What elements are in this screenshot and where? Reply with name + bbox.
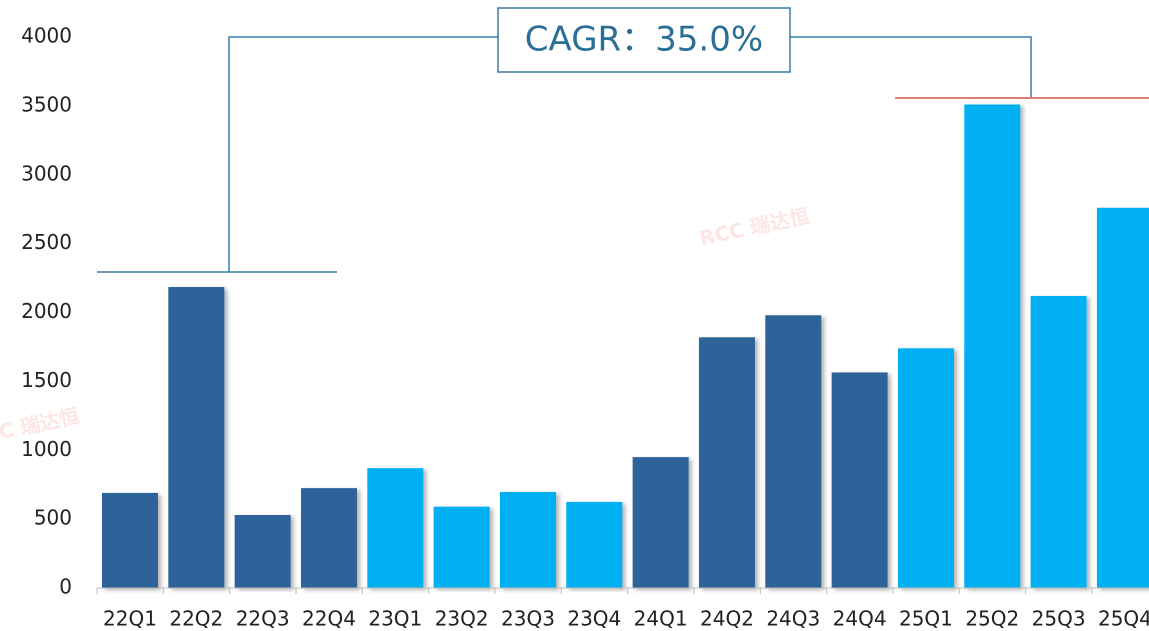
x-tick-label: 22Q1	[103, 607, 157, 631]
bracket-left-link	[228, 36, 498, 272]
bar	[300, 488, 357, 588]
bar	[1096, 207, 1149, 588]
bar	[102, 492, 158, 588]
x-tick-label: 22Q2	[169, 607, 223, 631]
y-tick-label: 1500	[21, 368, 72, 392]
bar	[499, 491, 556, 588]
x-tick-label: 25Q2	[965, 607, 1019, 631]
bar	[831, 372, 888, 588]
y-tick-label: 500	[34, 506, 72, 530]
y-tick-label: 2000	[21, 299, 72, 323]
bar	[632, 457, 689, 588]
x-tick-label: 24Q3	[766, 607, 820, 631]
bracket-right-link	[790, 36, 1032, 97]
y-tick-label: 3500	[21, 92, 72, 116]
x-tick-label: 24Q4	[833, 607, 887, 631]
x-tick-label: 23Q4	[567, 607, 621, 631]
bar	[566, 501, 623, 588]
bar	[168, 287, 225, 588]
x-tick-label: 24Q1	[634, 607, 688, 631]
x-tick-label: 25Q4	[1098, 607, 1149, 631]
bar	[433, 506, 490, 588]
x-tick-label: 23Q3	[501, 607, 555, 631]
y-tick-label: 2500	[21, 230, 72, 254]
x-tick-label: 25Q1	[899, 607, 953, 631]
bar	[964, 104, 1021, 588]
x-tick-label: 22Q3	[236, 607, 290, 631]
y-tick-label: 4000	[21, 24, 72, 48]
y-tick-label: 3000	[21, 161, 72, 185]
x-tick-label: 25Q3	[1032, 607, 1086, 631]
x-tick-label: 22Q4	[302, 607, 356, 631]
x-tick-label: 23Q2	[435, 607, 489, 631]
annotation: CAGR：35.0%	[525, 20, 763, 60]
annotation-box	[497, 7, 791, 73]
bar	[897, 348, 954, 588]
bar	[234, 514, 291, 588]
bar	[698, 337, 755, 588]
bar	[765, 315, 822, 588]
x-tick-label: 24Q2	[700, 607, 754, 631]
y-tick-label: 1000	[21, 437, 72, 461]
y-tick-label: 0	[59, 575, 72, 599]
watermark: RCC 瑞达恒	[697, 204, 811, 251]
x-tick-label: 23Q1	[368, 607, 422, 631]
bar	[367, 468, 424, 588]
bar	[1030, 295, 1087, 588]
